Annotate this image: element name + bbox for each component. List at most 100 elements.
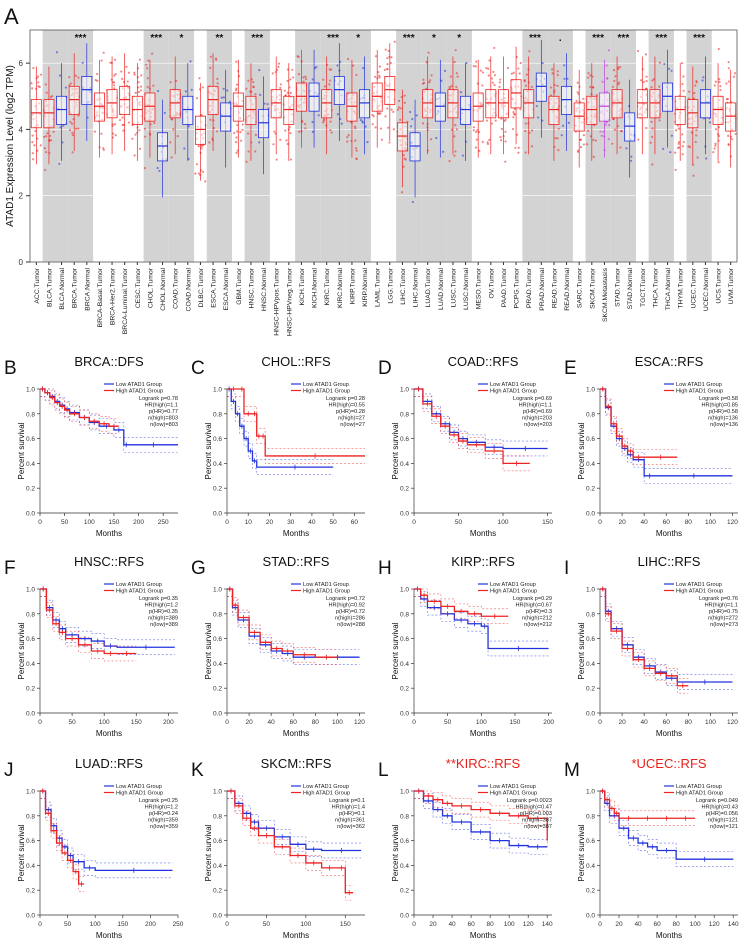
significance-label: *** [150, 33, 162, 44]
panel-title: BRCA::DFS [74, 354, 144, 369]
y-tick-label: 0.6 [586, 436, 595, 443]
x-tick-label: 20 [429, 921, 437, 928]
data-point [651, 163, 654, 166]
stats-text: HR(high)=1.2 [145, 805, 178, 811]
data-point [77, 127, 80, 130]
box [460, 95, 472, 125]
box [725, 102, 737, 132]
y-tick-label: 0.4 [26, 863, 35, 870]
confidence-band [227, 596, 360, 665]
data-point [485, 119, 489, 122]
data-point [725, 82, 728, 85]
data-point [455, 72, 458, 75]
data-point [517, 146, 520, 149]
data-point [388, 141, 391, 144]
legend-label: Low ATAD1 Group [303, 784, 349, 790]
y-tick-label: 1.0 [586, 587, 595, 594]
x-tick-label: 20 [245, 719, 253, 726]
box [371, 82, 383, 112]
box [497, 89, 509, 119]
legend-label: Low ATAD1 Group [676, 582, 722, 588]
data-point [541, 119, 544, 122]
x-tick-label: LUAD.Normal [438, 268, 445, 310]
data-point [43, 147, 47, 150]
confidence-band [600, 588, 689, 679]
y-tick-label: 0.6 [26, 436, 35, 443]
data-point [30, 82, 33, 85]
y-tick-label: 0.2 [26, 686, 35, 693]
panel-title: ESCA::RFS [635, 354, 704, 369]
significance-label: * [457, 33, 461, 44]
data-point [289, 131, 292, 135]
data-point [114, 72, 117, 76]
data-point [347, 133, 350, 137]
stats-text: Logrank p=0.25 [139, 798, 178, 804]
data-point [734, 132, 737, 136]
x-tick-label: 0 [598, 921, 602, 928]
significance-label: *** [327, 33, 339, 44]
panel-title: LUAD::RFS [75, 756, 143, 771]
stats-text: n(high)=286 [335, 616, 365, 622]
x-tick-label: 0 [598, 719, 602, 726]
data-point [263, 102, 266, 105]
x-tick-label: 200 [543, 719, 554, 726]
legend-label: High ATAD1 Group [116, 589, 163, 595]
y-axis-label: Percent survival [577, 824, 586, 881]
data-point [61, 141, 64, 144]
data-point [411, 118, 414, 121]
data-point [266, 103, 269, 106]
x-tick-label: BLCA.Tumor [46, 267, 53, 307]
data-point [216, 82, 219, 85]
data-point [137, 81, 140, 84]
stats-text: Logrank p=0.29 [513, 596, 552, 602]
data-point [114, 134, 117, 137]
data-point [524, 129, 527, 133]
data-point [133, 73, 136, 76]
y-tick-label: 0.0 [586, 913, 595, 920]
x-tick-label: 30 [287, 519, 295, 526]
data-point [144, 135, 147, 138]
data-point [727, 143, 730, 146]
data-point [500, 117, 503, 120]
data-point [513, 108, 516, 111]
x-tick-label: 40 [634, 921, 642, 928]
data-point [390, 108, 393, 111]
x-tick-label: 40 [641, 719, 649, 726]
panel-title: **KIRC::RFS [446, 756, 521, 771]
data-point [59, 126, 62, 129]
data-point [692, 97, 696, 100]
data-point [519, 61, 522, 65]
data-point [71, 151, 74, 154]
box [131, 95, 143, 125]
x-tick-label: READ.Tumor [551, 267, 558, 308]
data-point [275, 158, 278, 161]
box [157, 132, 169, 162]
data-point [377, 112, 381, 116]
data-point [234, 140, 238, 144]
confidence-band [414, 388, 530, 457]
legend-label: High ATAD1 Group [676, 589, 723, 595]
survival-curve [227, 388, 365, 457]
y-tick-label: 0.6 [400, 636, 409, 643]
data-point [304, 77, 308, 81]
data-point [355, 73, 358, 77]
x-tick-label: CHOL.Tumor [147, 267, 154, 308]
x-tick-label: 0 [225, 719, 229, 726]
data-point [425, 61, 428, 64]
data-point [658, 85, 661, 88]
x-tick-label: CESC.Tumor [135, 267, 142, 308]
x-tick-label: 50 [68, 719, 76, 726]
confidence-band [227, 388, 365, 449]
data-point [209, 66, 212, 69]
x-tick-label: 80 [673, 921, 681, 928]
data-point [629, 159, 633, 162]
data-point [651, 79, 654, 82]
data-point [658, 61, 662, 64]
y-tick-label: 0.6 [586, 636, 595, 643]
data-point [589, 135, 592, 138]
data-point [409, 110, 412, 114]
data-point [630, 155, 633, 158]
confidence-band [227, 388, 334, 460]
data-point [302, 76, 305, 79]
data-point [379, 127, 383, 130]
